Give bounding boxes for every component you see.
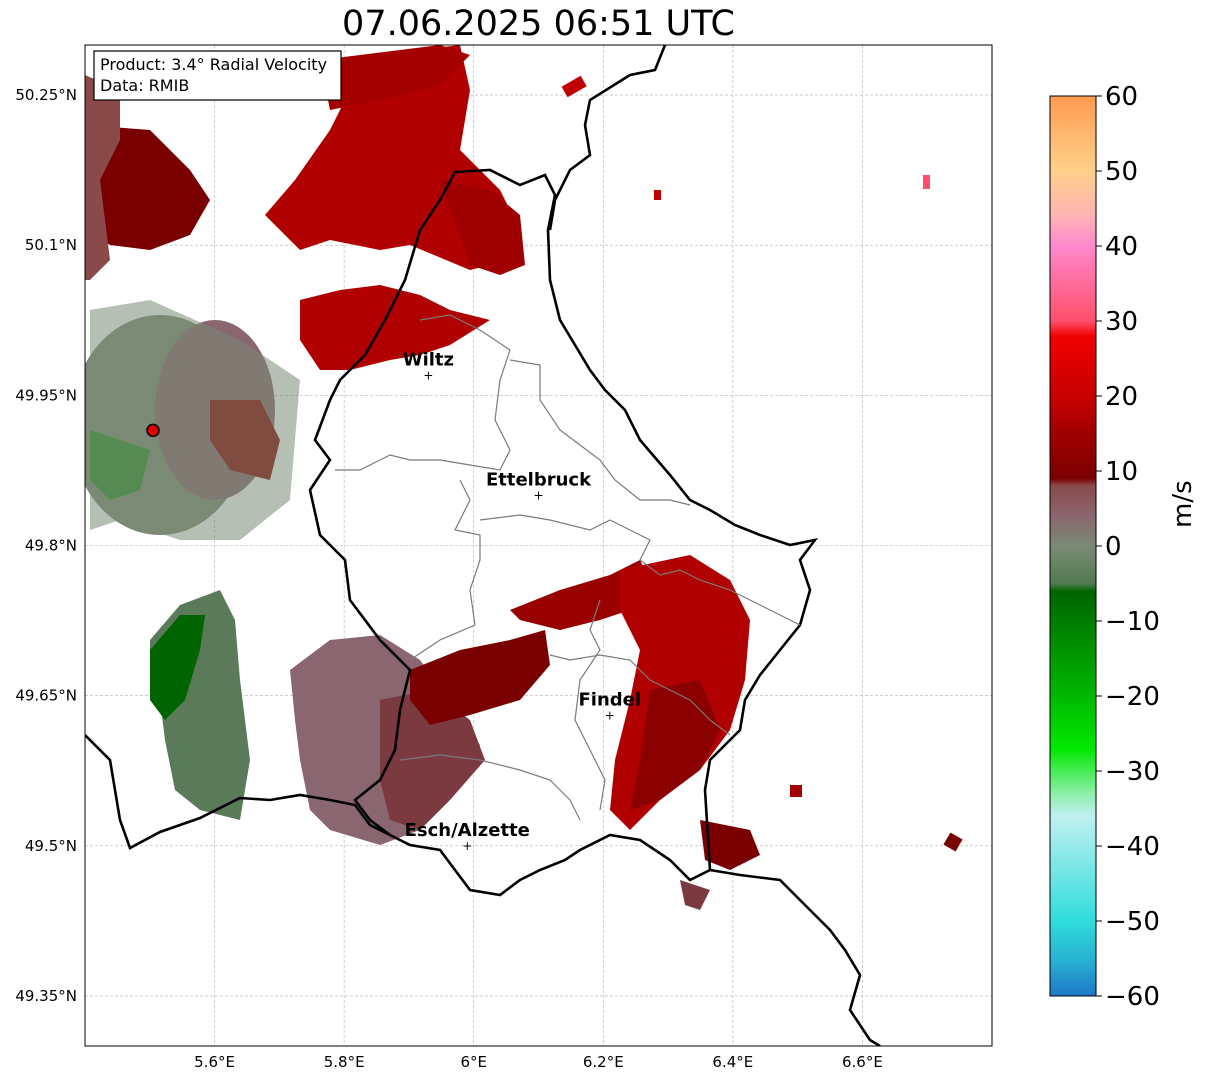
info-product: Product: 3.4° Radial Velocity: [100, 55, 327, 74]
colorbar-tick-label: −30: [1105, 757, 1160, 787]
lon-tick-label: 6.6°E: [842, 1053, 883, 1071]
latitude-labels: 50.25°N 50.1°N 49.95°N 49.8°N 49.65°N 49.5°N 4…: [15, 86, 77, 1005]
canton-border-2: [509, 359, 691, 506]
echo-central-dark-red: [410, 630, 550, 725]
colorbar-unit-label: m/s: [1168, 480, 1198, 528]
radar-site-marker: [146, 423, 160, 438]
canton-border-3: [409, 479, 481, 661]
colorbar-tick-label: −40: [1105, 832, 1160, 862]
radar-echoes: [85, 45, 963, 910]
city-label: Wiltz: [403, 349, 454, 370]
colorbar-tick-label: 20: [1105, 382, 1138, 412]
colorbar-gradient: [1049, 95, 1097, 997]
lat-tick-label: 50.1°N: [25, 236, 77, 254]
echo-north-red-band-east: [440, 180, 525, 275]
echo-small-4: [943, 832, 963, 852]
longitude-labels: 5.6°E 5.8°E 6°E 6.2°E 6.4°E 6.6°E: [194, 1053, 883, 1071]
luxembourg-border: [308, 168, 819, 897]
canton-border-1: [335, 314, 511, 471]
echo-small-1: [561, 75, 587, 98]
colorbar-tick-label: 60: [1105, 82, 1138, 112]
colorbar-tick-label: −10: [1105, 607, 1160, 637]
lat-tick-label: 49.8°N: [25, 537, 77, 555]
lon-tick-label: 5.6°E: [194, 1053, 235, 1071]
echo-small-3: [654, 190, 661, 200]
info-data-source: Data: RMIB: [100, 76, 189, 95]
plot-frame: [84, 44, 993, 1047]
echo-sw-dark-green: [150, 615, 205, 720]
echo-north-red-top: [320, 45, 470, 110]
canton-border-5: [549, 654, 731, 736]
city-marker: +: [533, 488, 543, 502]
canton-border-6: [399, 754, 581, 821]
city-marker: +: [462, 839, 472, 853]
colorbar-tick-label: 10: [1105, 457, 1138, 487]
echo-nw-dark-red: [85, 125, 210, 250]
lat-tick-label: 49.35°N: [15, 987, 77, 1005]
colorbar-tick-label: −60: [1105, 982, 1160, 1012]
city-labels: +Wiltz+Ettelbruck+Findel+Esch/Alzette: [403, 349, 641, 852]
echo-se-dark: [630, 680, 720, 810]
lat-tick-label: 49.5°N: [25, 837, 77, 855]
echo-radar-outer: [90, 300, 300, 540]
germany-border: [548, 45, 667, 231]
echo-south-brown: [380, 690, 485, 830]
map-title: 07.06.2025 06:51 UTC: [342, 4, 735, 44]
lon-tick-label: 6.4°E: [712, 1053, 753, 1071]
lon-tick-label: 5.8°E: [324, 1053, 365, 1071]
city-label: Esch/Alzette: [405, 820, 530, 841]
city-marker: +: [605, 709, 615, 723]
echo-small-7: [680, 880, 710, 910]
colorbar-ticks: 60 50 40 30 20 10 0 −10 −20 −30 −40 −50 −60: [1096, 82, 1160, 1012]
lat-tick-label: 49.95°N: [15, 386, 77, 404]
lon-tick-label: 6.2°E: [583, 1053, 624, 1071]
echo-small-2: [923, 175, 930, 189]
echo-wiltz-red: [300, 285, 490, 370]
colorbar-tick-label: 0: [1105, 532, 1122, 562]
info-box: Product: 3.4° Radial Velocity Data: RMIB: [93, 50, 342, 101]
canton-border-4: [479, 514, 801, 626]
echo-nw-dark-brown: [85, 75, 120, 280]
country-borders: [85, 45, 881, 1046]
lon-tick-label: 6°E: [460, 1053, 487, 1071]
lat-tick-label: 50.25°N: [15, 86, 77, 104]
city-label: Ettelbruck: [486, 469, 592, 490]
colorbar-tick-label: 30: [1105, 307, 1138, 337]
france-belgium-border: [85, 734, 391, 850]
city-marker: +: [423, 368, 433, 382]
echo-small-5: [790, 785, 802, 797]
colorbar-tick-label: −50: [1105, 907, 1160, 937]
colorbar-tick-label: 50: [1105, 157, 1138, 187]
germany-border-south: [709, 868, 881, 1046]
colorbar-tick-label: 40: [1105, 232, 1138, 262]
lat-tick-label: 49.65°N: [15, 687, 77, 705]
colorbar: 60 50 40 30 20 10 0 −10 −20 −30 −40 −50 −60: [1049, 82, 1160, 1012]
colorbar-tick-label: −20: [1105, 682, 1160, 712]
canton-border-7: [574, 599, 606, 811]
echo-small-6: [700, 820, 760, 870]
city-label: Findel: [578, 690, 641, 711]
